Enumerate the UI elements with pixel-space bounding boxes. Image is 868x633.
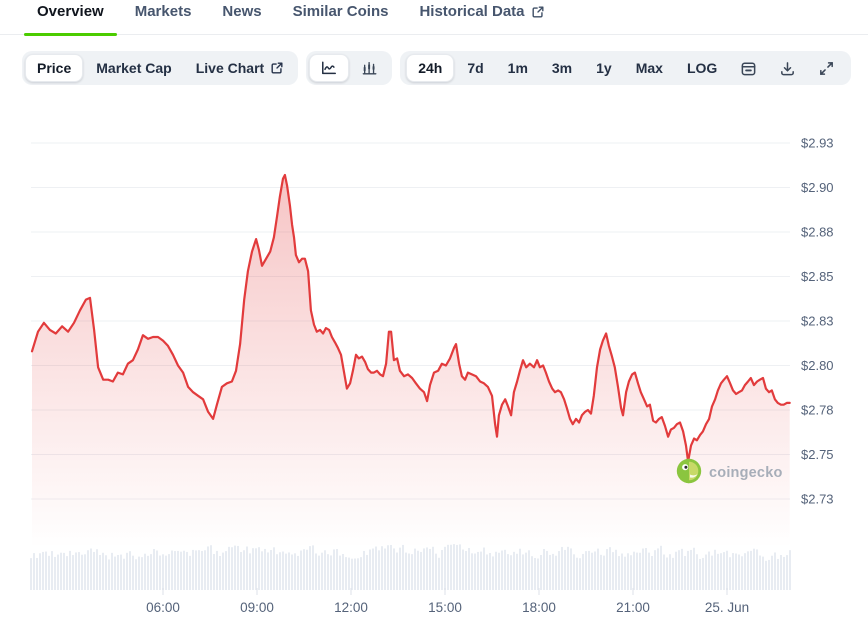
svg-text:21:00: 21:00: [616, 600, 650, 615]
svg-text:$2.75: $2.75: [801, 447, 834, 462]
calendar-icon: [740, 60, 757, 77]
range-1y-button[interactable]: 1y: [585, 54, 623, 82]
chart-toolbar: Price Market Cap Live Chart: [0, 51, 868, 85]
tab-historical-data[interactable]: Historical Data: [406, 3, 557, 34]
line-chart-icon: [320, 60, 338, 76]
svg-text:$2.90: $2.90: [801, 180, 834, 195]
external-link-icon: [531, 5, 545, 19]
log-scale-button[interactable]: LOG: [676, 54, 728, 82]
tab-similar-coins-label: Similar Coins: [292, 3, 389, 20]
range-1m-button[interactable]: 1m: [497, 54, 539, 82]
tab-similar-coins[interactable]: Similar Coins: [280, 3, 402, 34]
tab-markets[interactable]: Markets: [122, 3, 205, 34]
range-7d-button[interactable]: 7d: [456, 54, 494, 82]
y-axis-labels: $2.93 $2.90 $2.88 $2.85 $2.83 $2.80 $2.78 $2.75…: [801, 136, 834, 507]
tab-overview[interactable]: Overview: [24, 3, 117, 36]
x-axis-labels: 06:00 09:00 12:00 15:00 18:00 21:00 25. Jun: [146, 588, 749, 615]
svg-text:18:00: 18:00: [522, 600, 556, 615]
tab-markets-label: Markets: [134, 3, 192, 20]
market-cap-button[interactable]: Market Cap: [85, 54, 182, 82]
coingecko-gecko-icon: [676, 458, 702, 488]
coingecko-watermark-text: coingecko: [709, 465, 783, 481]
tab-news[interactable]: News: [209, 3, 274, 34]
price-chart-svg[interactable]: $2.93 $2.90 $2.88 $2.85 $2.83 $2.80 $2.78 $2.75…: [0, 102, 868, 633]
expand-icon: [818, 60, 835, 77]
svg-text:09:00: 09:00: [240, 600, 274, 615]
volume-bars: [30, 544, 791, 590]
svg-text:$2.83: $2.83: [801, 314, 834, 329]
tab-historical-data-label: Historical Data: [419, 3, 525, 20]
svg-text:$2.78: $2.78: [801, 403, 834, 418]
range-3m-button[interactable]: 3m: [541, 54, 583, 82]
svg-text:25. Jun: 25. Jun: [705, 600, 749, 615]
svg-text:$2.73: $2.73: [801, 492, 834, 507]
svg-text:$2.88: $2.88: [801, 225, 834, 240]
download-button[interactable]: [769, 54, 806, 82]
coingecko-watermark: coingecko: [676, 458, 783, 488]
fullscreen-button[interactable]: [808, 54, 845, 82]
tab-bar: Overview Markets News Similar Coins Hist…: [0, 0, 868, 36]
download-icon: [779, 60, 796, 77]
range-24h-button[interactable]: 24h: [406, 54, 455, 82]
price-area-fill: [32, 175, 790, 548]
candlestick-chart-icon: [361, 60, 379, 76]
range-max-button[interactable]: Max: [625, 54, 674, 82]
price-button[interactable]: Price: [25, 54, 84, 82]
live-chart-label: Live Chart: [195, 60, 265, 76]
svg-text:12:00: 12:00: [334, 600, 368, 615]
metric-toggle-group: Price Market Cap Live Chart: [22, 51, 299, 85]
svg-text:06:00: 06:00: [146, 600, 180, 615]
price-line: [30, 173, 791, 463]
chart-type-group: [306, 51, 393, 85]
external-link-icon: [270, 61, 284, 75]
svg-text:$2.85: $2.85: [801, 269, 834, 284]
tab-news-label: News: [222, 3, 262, 20]
candlestick-chart-type-button[interactable]: [351, 54, 389, 82]
svg-text:$2.93: $2.93: [801, 136, 834, 151]
svg-text:$2.80: $2.80: [801, 358, 834, 373]
price-chart[interactable]: $2.93 $2.90 $2.88 $2.85 $2.83 $2.80 $2.78 $2.75…: [0, 102, 868, 633]
calendar-button[interactable]: [730, 54, 767, 82]
line-chart-type-button[interactable]: [309, 54, 350, 82]
time-range-group: 24h 7d 1m 3m 1y Max LOG: [400, 51, 852, 85]
tab-overview-label: Overview: [37, 3, 104, 20]
live-chart-button[interactable]: Live Chart: [185, 54, 295, 82]
svg-text:15:00: 15:00: [428, 600, 462, 615]
